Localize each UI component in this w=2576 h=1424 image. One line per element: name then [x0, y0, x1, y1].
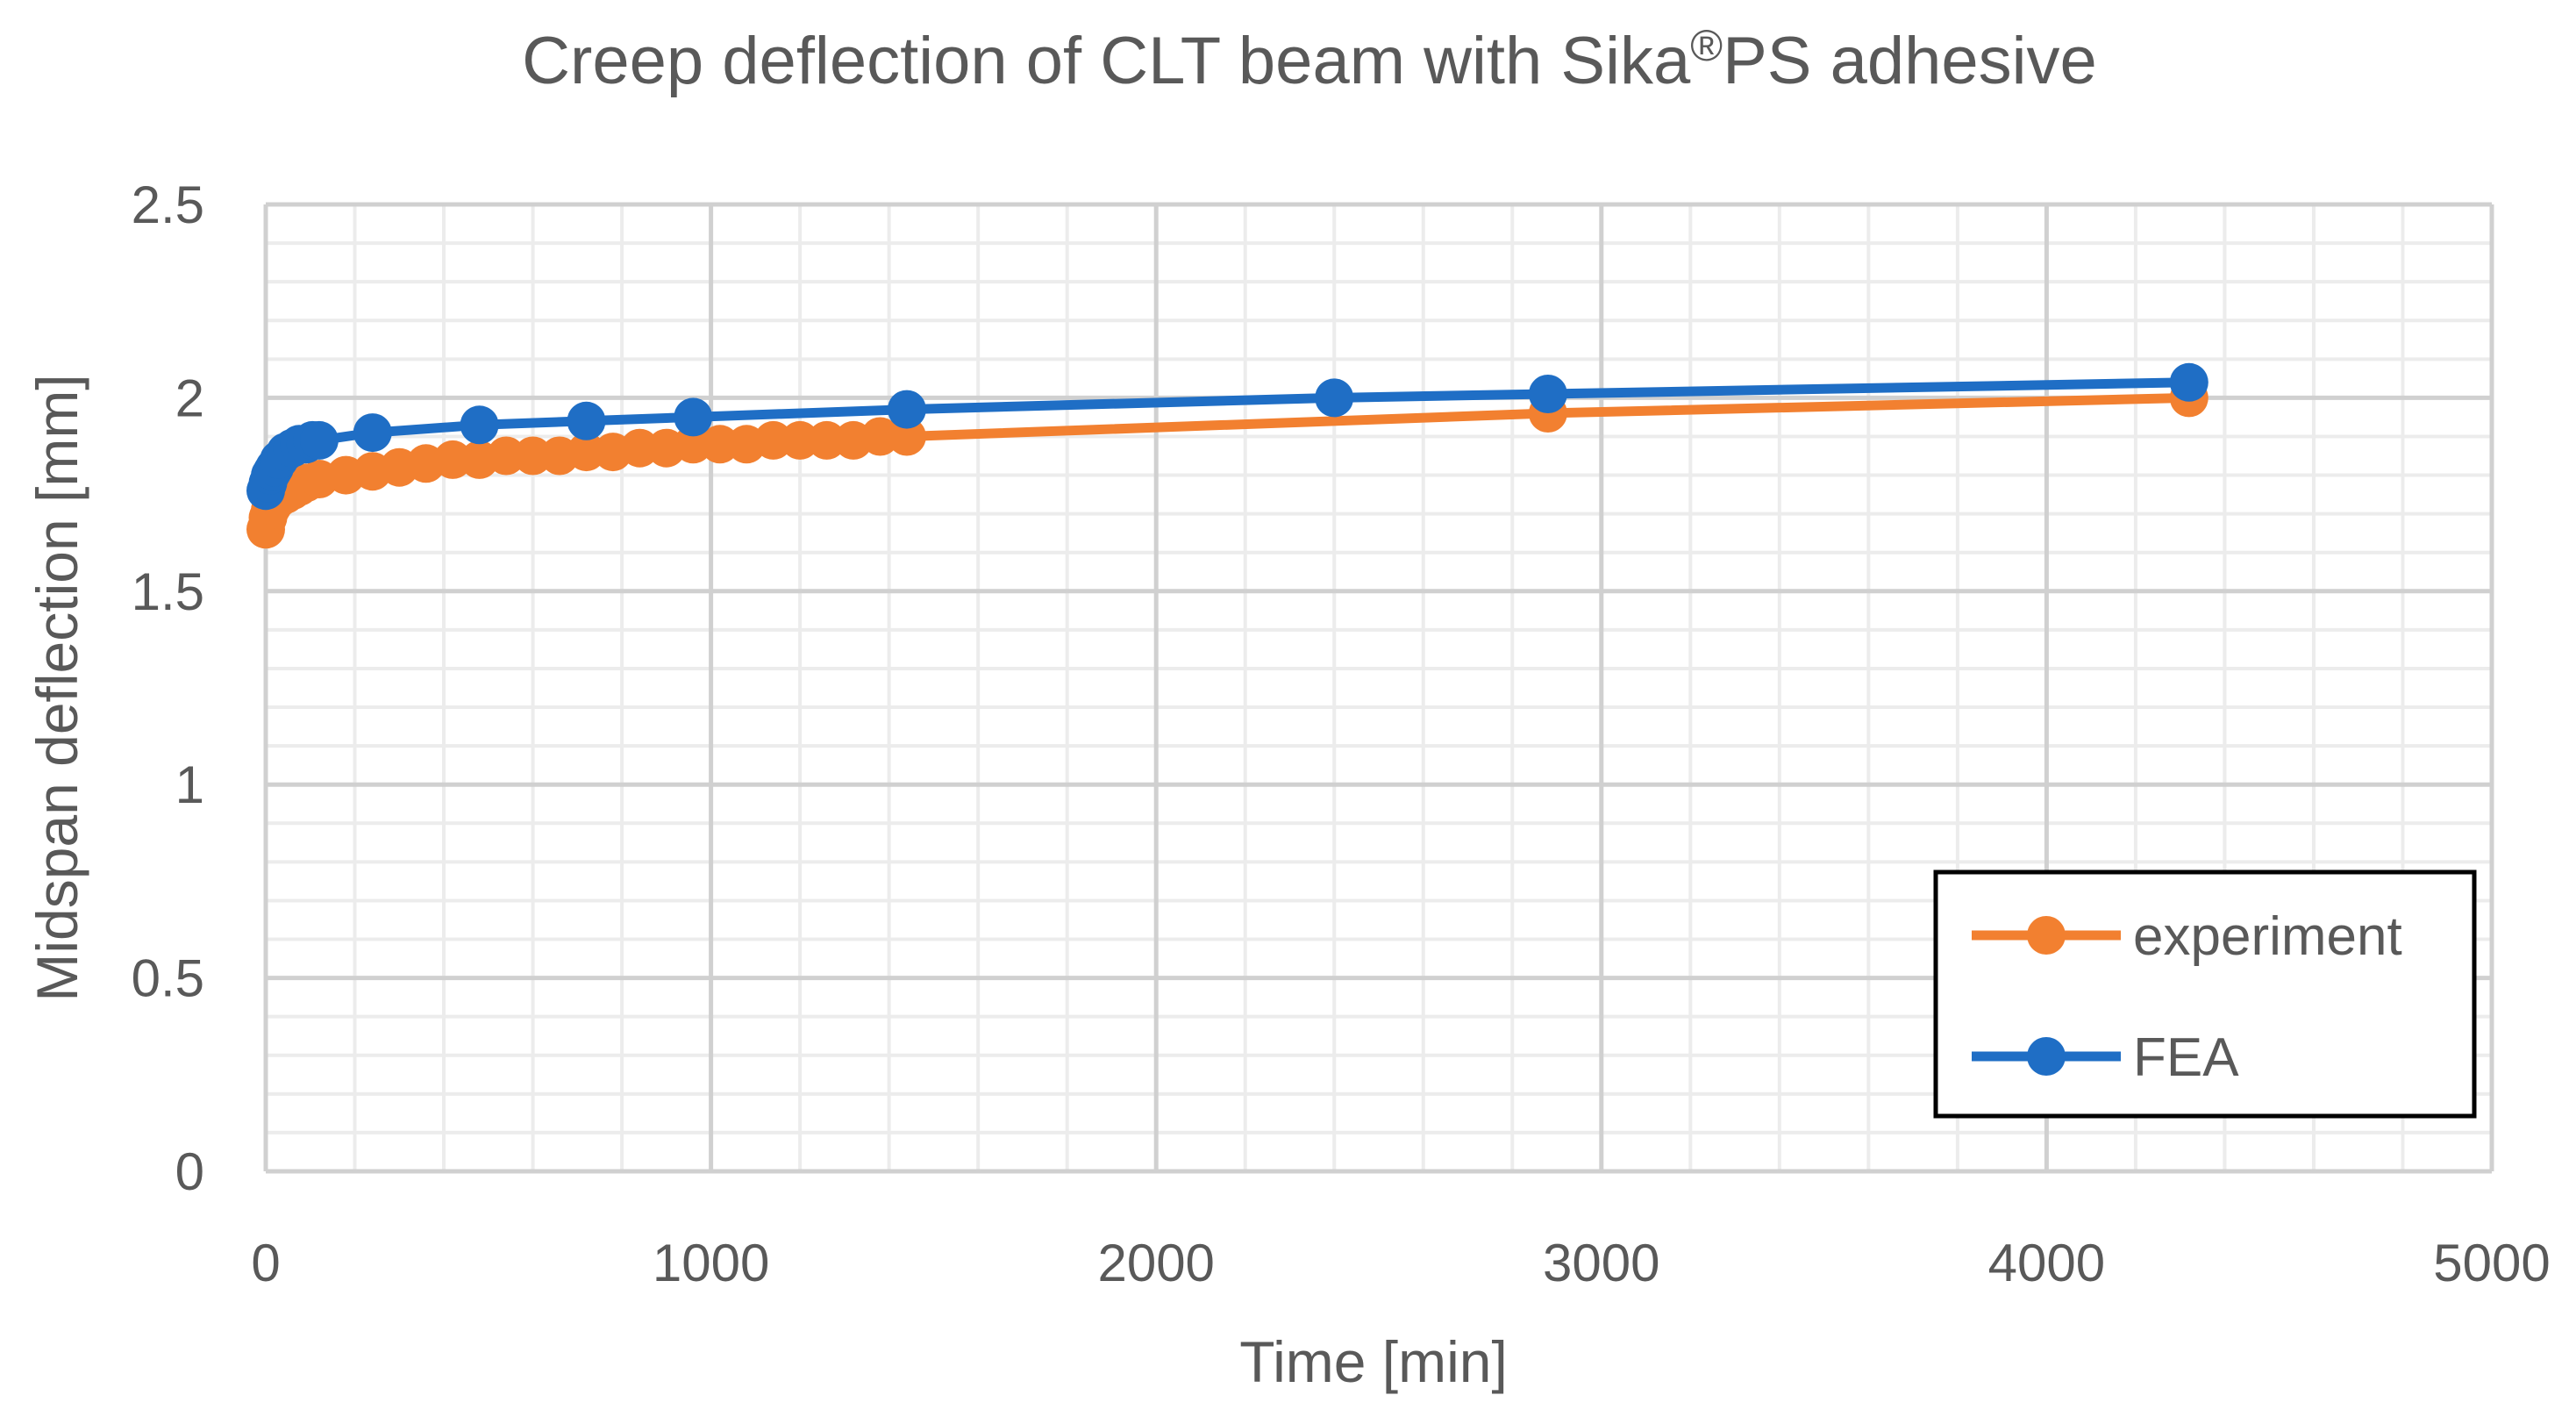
x-tick-label: 3000 [1543, 1234, 1659, 1292]
data-point-fea [1528, 375, 1567, 413]
series-layer [246, 362, 2209, 549]
y-tick-label: 0.5 [132, 949, 204, 1008]
chart-title-tail: PS adhesive [1723, 24, 2097, 98]
data-point-fea [460, 405, 499, 445]
legend-fea-label: FEA [2133, 1027, 2239, 1088]
data-point-experiment [887, 417, 926, 456]
y-axis-title: Midspan deflection [mm] [25, 374, 89, 1001]
y-tick-label: 2.5 [132, 175, 204, 234]
data-point-fea [1315, 378, 1354, 418]
chart-title-main: Creep deflection of CLT beam with Sika [522, 24, 1691, 98]
series-fea [246, 362, 2209, 511]
y-tick-label: 1 [175, 755, 204, 814]
y-axis-tick-labels: 0 0.5 1 1.5 2 2.5 [132, 175, 204, 1201]
legend-box [1933, 869, 2477, 1119]
chart-title-registered-mark: ® [1690, 21, 1723, 70]
data-point-experiment [487, 436, 526, 476]
x-tick-label: 4000 [1988, 1234, 2105, 1292]
y-tick-label: 2 [175, 369, 204, 427]
x-axis-title: Time [min] [1239, 1329, 1508, 1394]
chart-title: Creep deflection of CLT beam with Sika®P… [522, 21, 2097, 98]
x-tick-label: 0 [251, 1234, 280, 1292]
data-point-experiment [620, 428, 660, 468]
data-point-experiment [781, 420, 820, 460]
data-point-fea [887, 390, 926, 429]
data-point-experiment [513, 436, 553, 476]
data-point-fea [567, 401, 606, 440]
data-point-fea [2169, 362, 2209, 402]
data-point-experiment [674, 425, 713, 464]
data-point-fea [674, 397, 713, 437]
axes [263, 204, 2492, 1174]
legend: experiment FEA [1933, 869, 2477, 1119]
data-point-experiment [700, 425, 739, 464]
x-axis-tick-labels: 0 1000 2000 3000 4000 5000 [251, 1234, 2550, 1292]
y-tick-label: 1.5 [132, 562, 204, 621]
y-tick-label: 0 [175, 1142, 204, 1201]
data-point-fea [299, 420, 339, 460]
data-point-experiment [567, 433, 606, 472]
data-point-experiment [807, 420, 846, 460]
data-point-fea [353, 413, 392, 453]
data-point-experiment [860, 417, 900, 456]
legend-experiment-label: experiment [2133, 906, 2402, 967]
legend-experiment-marker [2027, 916, 2066, 955]
legend-fea-marker [2027, 1037, 2066, 1076]
data-point-experiment [753, 420, 793, 460]
data-point-experiment [433, 440, 473, 479]
x-tick-label: 5000 [2433, 1234, 2550, 1292]
x-tick-label: 2000 [1097, 1234, 1214, 1292]
x-tick-label: 1000 [653, 1234, 769, 1292]
